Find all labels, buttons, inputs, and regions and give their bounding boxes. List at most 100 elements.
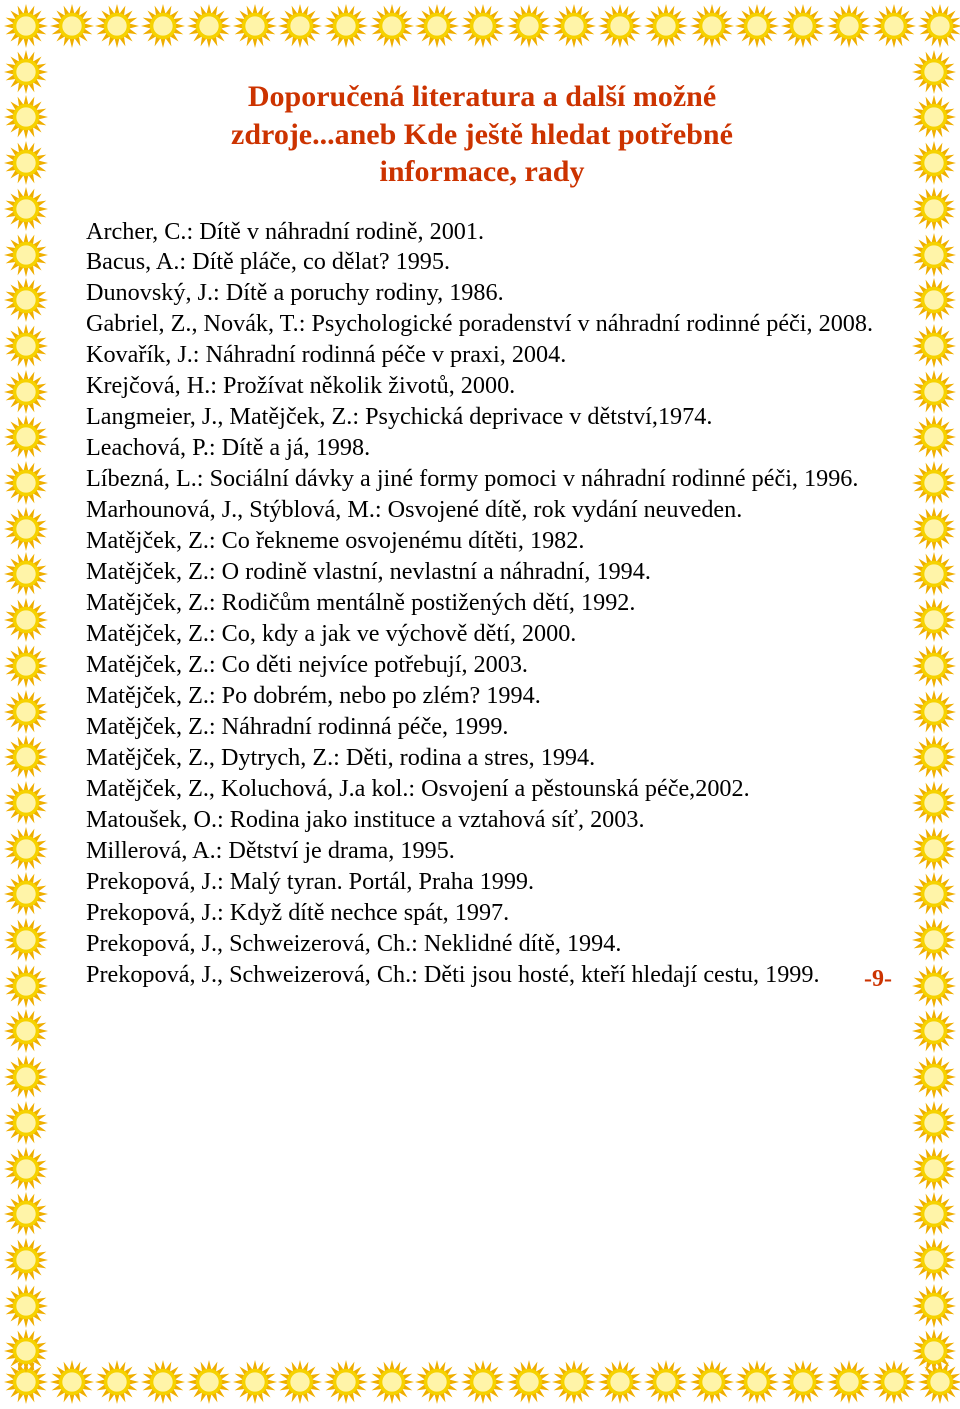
title-line-1: Doporučená literatura a další možné [248, 80, 716, 113]
sun-icon [461, 4, 505, 48]
sun-icon [4, 735, 48, 779]
bibliography-entry: Langmeier, J., Matějček, Z.: Psychická d… [72, 402, 892, 433]
sun-icon [912, 461, 956, 505]
sun-icon [912, 278, 956, 322]
sun-icon [4, 1009, 48, 1053]
sun-icon [415, 4, 459, 48]
sun-icon [4, 872, 48, 916]
sun-icon [4, 964, 48, 1008]
entries-wrap: Archer, C.: Dítě v náhradní rodině, 2001… [72, 217, 892, 991]
bibliography-entry: Prekopová, J., Schweizerová, Ch.: Děti j… [72, 960, 892, 991]
sun-icon [912, 598, 956, 642]
title-line-3: informace, rady [380, 155, 585, 188]
sun-icon [781, 4, 825, 48]
bibliography-entry: Matějček, Z.: Náhradní rodinná péče, 199… [72, 712, 892, 743]
bibliography-entry: Dunovský, J.: Dítě a poruchy rodiny, 198… [72, 278, 892, 309]
sun-icon [918, 4, 960, 48]
sun-icon [4, 552, 48, 596]
page-content: Doporučená literatura a další možné zdro… [72, 78, 892, 991]
sun-icon [912, 644, 956, 688]
sun-icon [912, 1284, 956, 1328]
sun-icon [4, 918, 48, 962]
sun-icon [912, 1055, 956, 1099]
sun-icon [781, 1360, 825, 1404]
bibliography-entry: Bacus, A.: Dítě pláče, co dělat? 1995. [72, 247, 892, 278]
sun-icon [95, 1360, 139, 1404]
sun-icon [278, 1360, 322, 1404]
sun-icon [912, 781, 956, 825]
sun-icon [872, 1360, 916, 1404]
sun-icon [187, 1360, 231, 1404]
bibliography-entry: Matoušek, O.: Rodina jako instituce a vz… [72, 805, 892, 836]
sun-icon [4, 187, 48, 231]
sun-icon [912, 1101, 956, 1145]
sun-icon [872, 4, 916, 48]
sun-icon [552, 1360, 596, 1404]
bibliography-entry: Archer, C.: Dítě v náhradní rodině, 2001… [72, 217, 892, 248]
sun-icon [4, 370, 48, 414]
sun-icon [827, 4, 871, 48]
bibliography-entry: Prekopová, J., Schweizerová, Ch.: Neklid… [72, 929, 892, 960]
sun-icon [4, 1101, 48, 1145]
sun-icon [233, 1360, 277, 1404]
bibliography-entry: Matějček, Z.: Co děti nejvíce potřebují,… [72, 650, 892, 681]
sun-icon [4, 1238, 48, 1282]
sun-icon [324, 4, 368, 48]
sun-icon [912, 507, 956, 551]
sun-icon [415, 1360, 459, 1404]
sun-icon [4, 781, 48, 825]
sun-icon [4, 1360, 48, 1404]
sun-icon [4, 644, 48, 688]
sun-icon [4, 141, 48, 185]
sun-icon [141, 1360, 185, 1404]
sun-icon [552, 4, 596, 48]
sun-icon [4, 233, 48, 277]
sun-icon [912, 95, 956, 139]
sun-icon [507, 1360, 551, 1404]
sun-icon [4, 415, 48, 459]
sun-icon [4, 1192, 48, 1236]
bibliography-entry: Prekopová, J.: Malý tyran. Portál, Praha… [72, 867, 892, 898]
title-line-2: zdroje...aneb Kde ještě hledat potřebné [231, 118, 733, 151]
bibliography-entry: Matějček, Z.: Co řekneme osvojenému dítě… [72, 526, 892, 557]
sun-icon [370, 1360, 414, 1404]
sun-icon [4, 598, 48, 642]
sun-icon [4, 827, 48, 871]
sun-icon [4, 278, 48, 322]
sun-icon [324, 1360, 368, 1404]
bibliography-entry: Gabriel, Z., Novák, T.: Psychologické po… [72, 309, 892, 340]
sun-icon [918, 1360, 960, 1404]
sun-icon [4, 95, 48, 139]
sun-icon [912, 1147, 956, 1191]
sun-icon [4, 50, 48, 94]
sun-icon [912, 324, 956, 368]
sun-icon [4, 4, 48, 48]
sun-icon [187, 4, 231, 48]
sun-icon [4, 690, 48, 734]
sun-icon [912, 964, 956, 1008]
sun-icon [644, 4, 688, 48]
sun-icon [912, 827, 956, 871]
bibliography-entry: Kovařík, J.: Náhradní rodinná péče v pra… [72, 340, 892, 371]
sun-icon [461, 1360, 505, 1404]
sun-icon [507, 4, 551, 48]
sun-icon [912, 918, 956, 962]
bibliography-entry: Marhounová, J., Stýblová, M.: Osvojené d… [72, 495, 892, 526]
sun-icon [912, 415, 956, 459]
sun-icon [4, 1284, 48, 1328]
sun-icon [912, 187, 956, 231]
sun-icon [735, 1360, 779, 1404]
sun-icon [278, 4, 322, 48]
sun-icon [912, 50, 956, 94]
sun-icon [4, 324, 48, 368]
bibliography-entry: Matějček, Z.: O rodině vlastní, nevlastn… [72, 557, 892, 588]
sun-icon [50, 1360, 94, 1404]
sun-icon [912, 370, 956, 414]
sun-icon [4, 507, 48, 551]
sun-icon [912, 1192, 956, 1236]
bibliography-entry: Matějček, Z., Dytrych, Z.: Děti, rodina … [72, 743, 892, 774]
bibliography-list: Archer, C.: Dítě v náhradní rodině, 2001… [72, 217, 892, 991]
sun-icon [735, 4, 779, 48]
sun-icon [690, 1360, 734, 1404]
sun-icon [598, 1360, 642, 1404]
